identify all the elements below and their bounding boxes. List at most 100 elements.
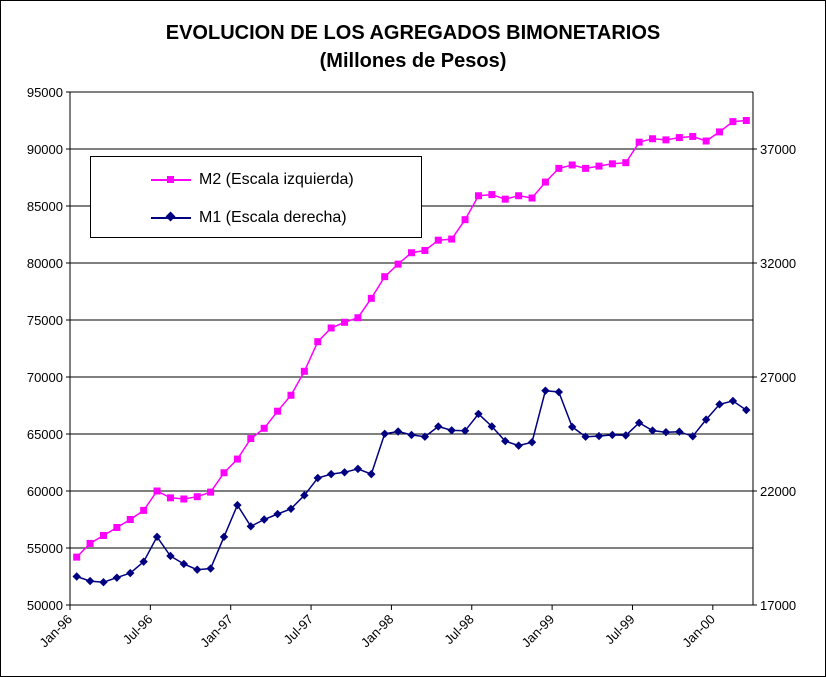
data-point [153,487,161,495]
data-point [634,418,644,428]
left-tick-label: 85000 [27,199,63,214]
data-point [675,134,683,142]
data-point [662,136,670,144]
data-point [420,432,430,441]
left-tick-label: 95000 [27,85,63,100]
left-tick-label: 80000 [27,256,63,271]
data-point [233,455,241,463]
data-point [300,491,309,500]
data-point [139,557,148,566]
left-tick-label: 65000 [27,427,63,442]
data-point [126,568,135,578]
data-point [621,431,630,440]
data-point [327,324,335,332]
data-point [193,493,201,501]
data-point [594,431,604,441]
data-point [515,192,523,200]
data-point [152,532,162,542]
left-tick-label: 75000 [27,313,63,328]
data-point [73,553,81,561]
data-point [340,468,349,477]
right-tick-label: 37000 [760,142,796,157]
data-point [367,294,375,302]
chart-title: EVOLUCION DE LOS AGREGADOS BIMONETARIOS [165,22,661,44]
data-point [367,469,376,479]
legend-square-marker-icon [167,176,174,183]
data-point [742,117,750,124]
data-point [527,438,537,447]
legend-label-m2: M2 (Escala izquierda) [199,171,354,188]
data-point [287,391,295,399]
data-point [86,539,94,547]
data-point [514,441,523,450]
right-tick-label: 22000 [760,484,796,499]
legend-item-m1: M1 (Escala derecha) [91,207,421,229]
data-point [460,426,470,436]
x-tick-label: Jul-96 [120,612,156,648]
data-point [341,318,349,326]
data-point [233,500,242,510]
data-point [474,192,482,200]
data-point [273,509,282,519]
data-point [193,565,202,574]
data-point [179,559,189,569]
x-tick-label: Jan-98 [358,612,397,651]
data-point [715,400,724,409]
right-axis-ticks: 17000 22000 27000 32000 37000 [753,142,796,613]
data-point [381,273,389,281]
data-point [447,426,456,435]
data-point [259,515,269,524]
data-point [582,164,590,172]
series-m2 [73,117,750,561]
data-point [648,426,657,435]
right-tick-label: 27000 [760,370,796,385]
data-point [247,435,255,443]
data-point [393,427,403,436]
left-tick-label: 50000 [27,598,63,613]
data-point [112,573,122,582]
data-point [99,578,108,587]
data-point [701,415,711,424]
data-point [555,164,563,172]
data-point [488,191,496,199]
data-point [581,432,590,441]
x-tick-label: Jan-97 [197,612,236,651]
data-point [300,367,308,375]
data-point [474,409,483,419]
data-point [407,430,416,440]
data-point [207,488,215,496]
data-point [274,407,282,415]
legend-label-m1: M1 (Escala derecha) [199,209,347,226]
data-point [742,405,751,415]
chart-subtitle: (Millones de Pesos) [319,50,507,72]
data-point [568,422,577,432]
data-point [166,494,174,502]
data-point [394,260,402,268]
data-point [608,160,616,168]
data-point [622,159,630,167]
data-point [702,137,710,145]
data-point [541,386,550,395]
data-point [126,516,134,523]
data-point [661,427,671,437]
x-tick-label: Jan-96 [36,612,75,651]
data-point [99,531,107,539]
left-tick-label: 90000 [27,142,63,157]
data-point [568,161,576,169]
data-point [72,572,81,581]
data-point [635,138,643,146]
x-tick-label: Jan-00 [679,612,718,651]
data-point [421,246,429,254]
data-point [260,424,268,432]
series-m1 [72,386,751,587]
data-point [113,523,121,531]
legend-diamond-marker-icon [165,211,176,222]
left-tick-label: 60000 [27,484,63,499]
data-point [140,506,148,514]
data-point [528,194,536,202]
right-tick-label: 17000 [760,598,796,613]
data-point [434,236,442,244]
data-point [608,430,617,440]
data-point [166,551,175,561]
